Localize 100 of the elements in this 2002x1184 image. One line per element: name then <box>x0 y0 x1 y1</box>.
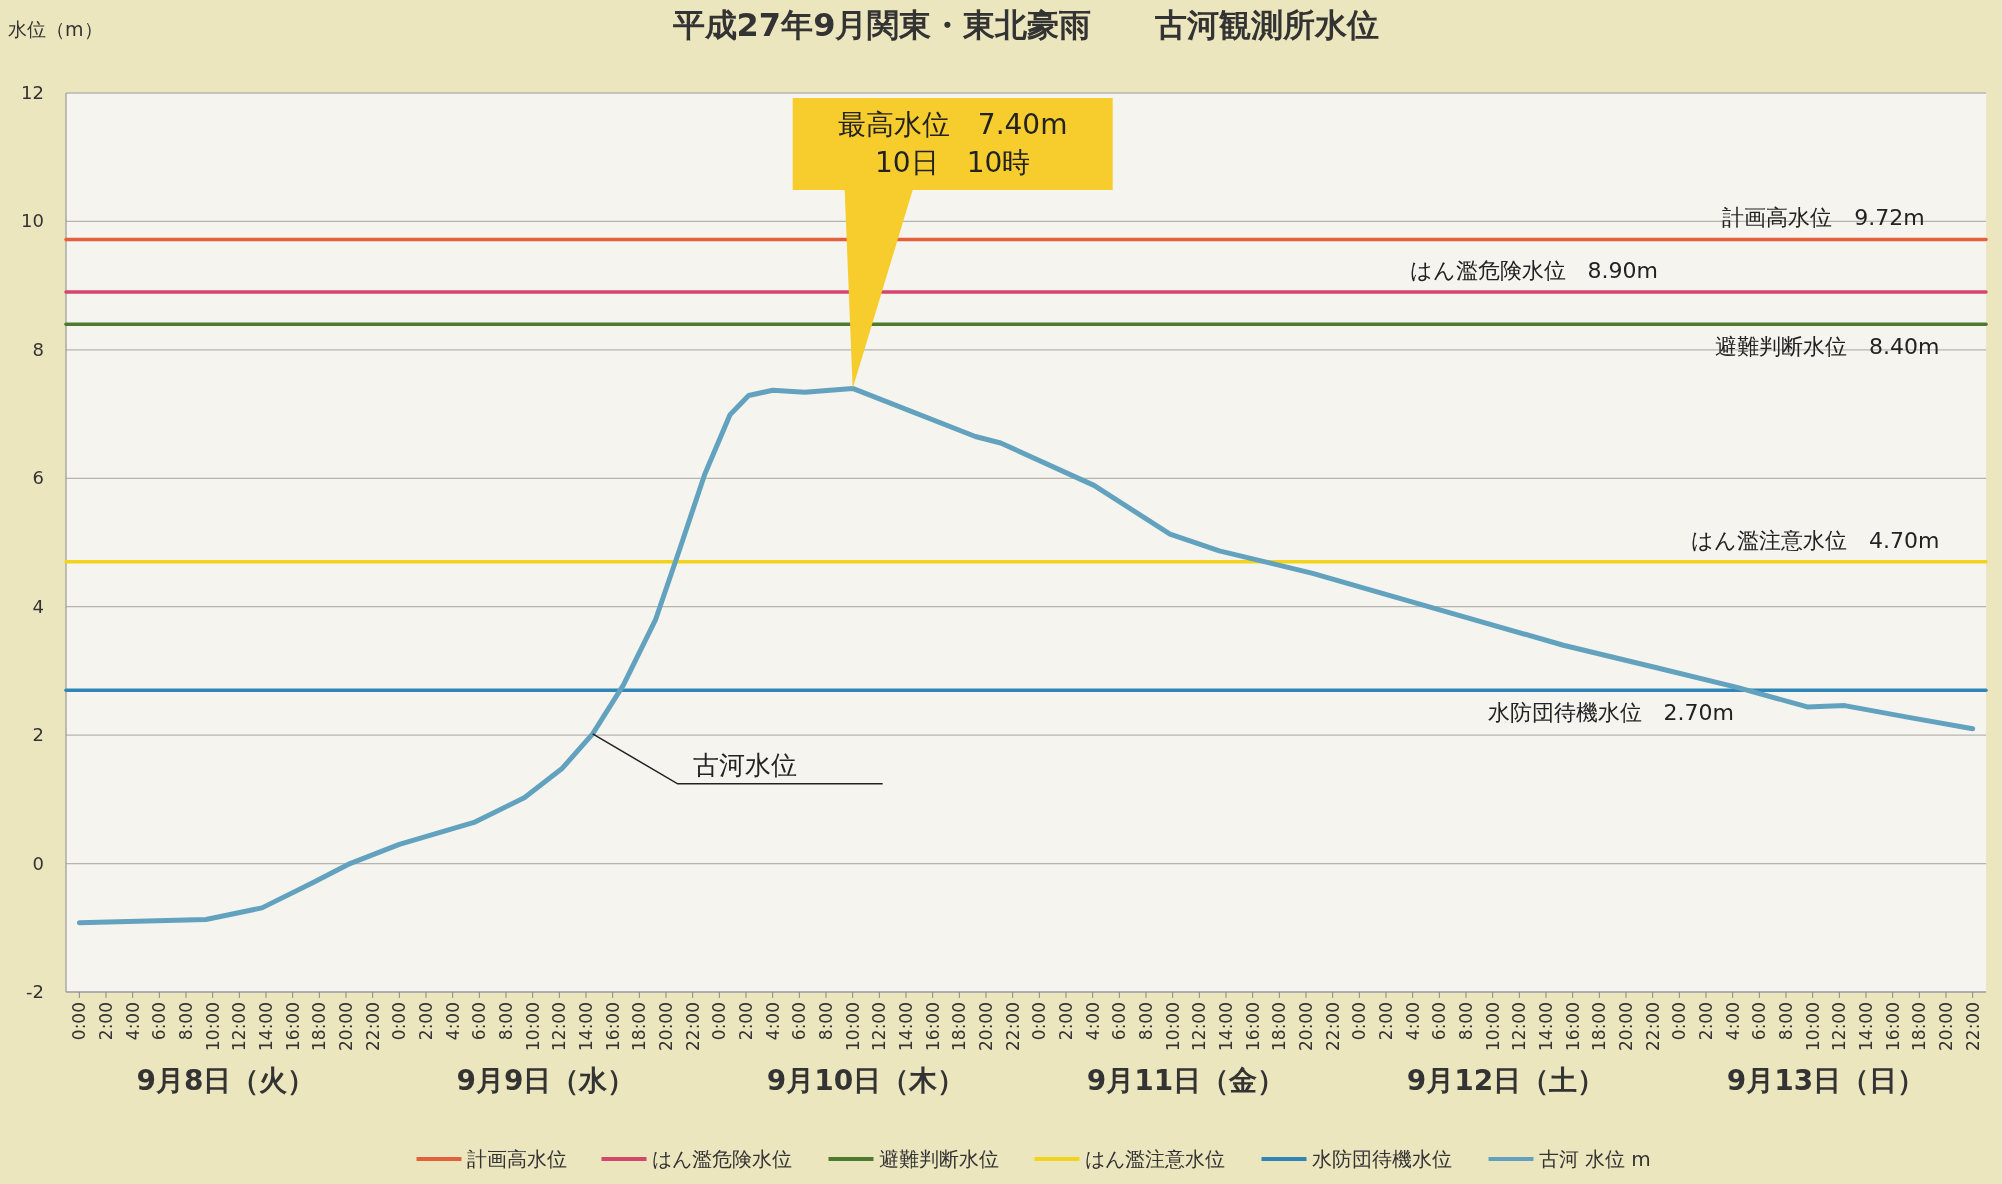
y-tick-label: 6 <box>32 467 44 489</box>
x-tick-label: 6:00 <box>1749 1002 1770 1041</box>
x-tick-label: 12:00 <box>869 1002 890 1051</box>
text: 9月9日（水） <box>456 1064 636 1097</box>
x-tick-label: 22:00 <box>362 1002 383 1051</box>
x-tick-label: 0:00 <box>1029 1002 1050 1041</box>
x-tick-label: 16:00 <box>1562 1002 1583 1051</box>
x-tick-label: 22:00 <box>1002 1002 1023 1051</box>
annotation: はん濫危険水位 8.90m <box>1409 258 1658 284</box>
x-tick-label: 6:00 <box>1109 1002 1130 1041</box>
y-tick-label: 4 <box>32 595 44 617</box>
x-tick-label: 16:00 <box>1882 1002 1903 1051</box>
x-tick-label: 18:00 <box>1269 1002 1290 1051</box>
annotation: 水防団待機水位 2.70m <box>1487 700 1734 726</box>
x-tick-label: 12:00 <box>1509 1002 1530 1051</box>
legend-label: はん濫危険水位 <box>651 1147 792 1171</box>
x-tick-label: 2:00 <box>416 1002 436 1041</box>
x-tick-label: 4:00 <box>1082 1002 1103 1041</box>
x-tick-label: 4:00 <box>1722 1002 1743 1041</box>
x-tick-label: 10:00 <box>1802 1002 1823 1051</box>
x-tick-label: 12:00 <box>549 1002 570 1051</box>
x-tick-label: 4:00 <box>1402 1002 1423 1041</box>
x-tick-label: 14:00 <box>576 1002 596 1051</box>
x-tick-label: 0:00 <box>1669 1002 1690 1041</box>
y-tick-label: -2 <box>26 981 44 1002</box>
text: 9月12日（土） <box>1406 1064 1606 1097</box>
x-tick-label: 18:00 <box>949 1002 970 1051</box>
legend-label: 避難判断水位 <box>878 1147 999 1171</box>
x-tick-label: 20:00 <box>1616 1002 1636 1051</box>
x-tick-label: 22:00 <box>1642 1002 1663 1051</box>
x-tick-label: 22:00 <box>1962 1002 1983 1051</box>
x-tick-label: 16:00 <box>1242 1002 1263 1051</box>
x-tick-label: 6:00 <box>789 1002 810 1041</box>
chart-title: 平成27年9月関東・東北豪雨 古河観測所水位 <box>671 6 1380 44</box>
x-tick-label: 2:00 <box>1056 1002 1076 1041</box>
y-tick-label: 8 <box>32 338 44 360</box>
x-tick-label: 18:00 <box>629 1002 650 1051</box>
y-axis-title: 水位（m） <box>8 18 103 40</box>
x-tick-label: 10:00 <box>1162 1002 1183 1051</box>
x-tick-label: 4:00 <box>442 1002 463 1041</box>
y-tick-label: 12 <box>21 82 44 103</box>
x-tick-label: 14:00 <box>1216 1002 1236 1051</box>
x-tick-label: 8:00 <box>496 1002 516 1041</box>
annotation: 計画高水位 9.72m <box>1722 205 1925 231</box>
text: 9月8日（火） <box>136 1064 316 1097</box>
arrow-callout: 最高水位 7.40m 10日 10時 <box>792 98 1113 389</box>
x-tick-label: 14:00 <box>256 1002 276 1051</box>
x-tick-label: 18:00 <box>309 1002 330 1051</box>
x-tick-label: 10:00 <box>842 1002 863 1051</box>
annotation: 避難判断水位 8.40m <box>1714 334 1940 360</box>
text: 9月13日（日） <box>1726 1064 1926 1097</box>
x-tick-label: 10:00 <box>522 1002 543 1051</box>
x-tick-label: 2:00 <box>96 1002 116 1041</box>
x-tick-label: 8:00 <box>1776 1002 1796 1041</box>
text: 9月11日（金） <box>1086 1064 1286 1097</box>
x-tick-label: 4:00 <box>762 1002 783 1041</box>
x-tick-label: 8:00 <box>816 1002 836 1041</box>
annotation: はん濫注意水位 4.70m <box>1690 527 1940 553</box>
x-tick-label: 22:00 <box>1322 1002 1343 1051</box>
annotation: 古河水位 <box>692 749 797 780</box>
legend-label: 計画高水位 <box>466 1147 567 1171</box>
x-tick-label: 8:00 <box>1136 1002 1156 1041</box>
x-tick-label: 8:00 <box>1456 1002 1476 1041</box>
x-tick-label: 2:00 <box>736 1002 756 1041</box>
annotation: 最高水位 7.40m 10日 10時 <box>837 108 1068 179</box>
x-tick-label: 2:00 <box>1696 1002 1716 1041</box>
x-tick-label: 14:00 <box>1856 1002 1876 1051</box>
x-tick-label: 20:00 <box>976 1002 996 1051</box>
x-tick-label: 8:00 <box>176 1002 196 1041</box>
text: 9月10日（木） <box>766 1064 966 1097</box>
x-tick-label: 4:00 <box>122 1002 143 1041</box>
legend-label: はん濫注意水位 <box>1084 1147 1225 1171</box>
x-tick-label: 10:00 <box>202 1002 223 1051</box>
y-tick-label: 10 <box>21 210 44 232</box>
x-tick-label: 16:00 <box>282 1002 303 1051</box>
x-tick-label: 20:00 <box>1936 1002 1956 1051</box>
x-tick-label: 12:00 <box>1189 1002 1210 1051</box>
x-tick-label: 12:00 <box>229 1002 250 1051</box>
x-tick-label: 0:00 <box>389 1002 410 1041</box>
x-tick-label: 0:00 <box>1349 1002 1370 1041</box>
x-tick-label: 10:00 <box>1482 1002 1503 1051</box>
y-tick-label: 0 <box>32 852 44 874</box>
x-tick-label: 2:00 <box>1376 1002 1396 1041</box>
x-tick-label: 14:00 <box>896 1002 916 1051</box>
x-tick-label: 0:00 <box>709 1002 730 1041</box>
x-tick-label: 20:00 <box>1296 1002 1316 1051</box>
x-tick-label: 20:00 <box>656 1002 676 1051</box>
y-tick-label: 2 <box>32 724 44 746</box>
x-tick-label: 18:00 <box>1909 1002 1930 1051</box>
x-tick-label: 14:00 <box>1536 1002 1556 1051</box>
x-tick-label: 16:00 <box>602 1002 623 1051</box>
x-tick-label: 6:00 <box>1429 1002 1450 1041</box>
x-tick-label: 18:00 <box>1589 1002 1610 1051</box>
x-tick-label: 16:00 <box>922 1002 943 1051</box>
x-tick-label: 6:00 <box>149 1002 170 1041</box>
x-tick-label: 6:00 <box>469 1002 490 1041</box>
legend-label: 古河 水位 m <box>1538 1147 1651 1171</box>
legend-label: 水防団待機水位 <box>1311 1147 1452 1171</box>
leader: 古河水位 <box>591 733 884 785</box>
x-tick-label: 12:00 <box>1829 1002 1850 1051</box>
